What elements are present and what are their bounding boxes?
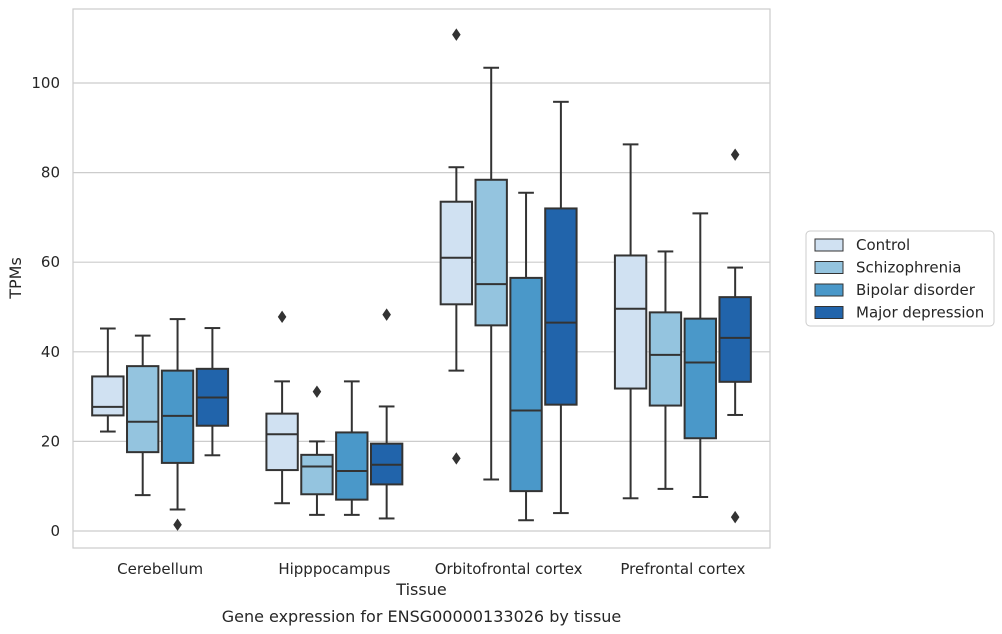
- y-tick-label: 60: [41, 253, 60, 271]
- legend-label: Major depression: [856, 304, 984, 322]
- legend-frame: [805, 230, 995, 327]
- box-body: [648, 311, 683, 407]
- x-tick-label: Orbitofrontal cortex: [435, 560, 583, 578]
- chart-caption: Gene expression for ENSG00000133026 by t…: [222, 607, 622, 626]
- box-major-depression: [544, 100, 578, 515]
- box-control: [265, 310, 299, 505]
- box-body: [126, 365, 160, 454]
- box-control: [613, 143, 648, 500]
- outlier-point: [382, 308, 391, 321]
- outlier-point: [730, 148, 740, 161]
- box-schizophrenia: [126, 334, 160, 497]
- y-axis-ticks: 0 20 40 60 80 100: [31, 74, 60, 540]
- y-tick-label: 0: [50, 522, 60, 540]
- box-body: [439, 200, 474, 306]
- box-control: [439, 28, 474, 465]
- legend-label: Control: [856, 236, 910, 254]
- legend-swatch: [814, 283, 844, 297]
- box-schizophrenia: [648, 250, 683, 490]
- y-tick-label: 80: [41, 164, 60, 182]
- box-schizophrenia: [300, 385, 334, 516]
- box-control: [91, 327, 125, 433]
- box-body: [91, 375, 125, 417]
- y-tick-label: 40: [41, 343, 60, 361]
- outlier-point: [277, 310, 287, 324]
- x-tick-label: Hipppocampus: [278, 560, 390, 578]
- box-schizophrenia: [474, 66, 508, 481]
- box-body: [544, 207, 578, 406]
- box-body: [474, 178, 508, 327]
- x-axis-label: Tissue: [395, 580, 446, 599]
- box-body: [613, 254, 648, 390]
- box-body: [683, 317, 717, 440]
- y-tick-label: 100: [31, 74, 60, 92]
- box-bipolar-disorder: [335, 380, 369, 516]
- x-tick-label: Cerebellum: [117, 560, 203, 578]
- outlier-point: [452, 452, 461, 465]
- box-groups: [91, 28, 752, 531]
- outlier-point: [452, 28, 461, 41]
- box-body: [718, 296, 752, 383]
- y-axis-label: TPMs: [6, 257, 25, 300]
- box-body: [265, 412, 299, 472]
- box-bipolar-disorder: [683, 212, 717, 498]
- box-bipolar-disorder: [160, 318, 195, 531]
- legend-swatch: [814, 261, 844, 274]
- x-axis-ticks: Cerebellum Hipppocampus Orbitofrontal cort…: [117, 560, 745, 578]
- legend-swatch: [814, 306, 844, 319]
- box-major-depression: [195, 327, 230, 457]
- box-body: [509, 276, 543, 493]
- outlier-point: [312, 385, 322, 398]
- outlier-point: [730, 510, 740, 524]
- box-major-depression: [369, 308, 404, 520]
- x-tick-label: Prefrontal cortex: [620, 560, 745, 578]
- box-body: [335, 431, 369, 501]
- box-bipolar-disorder: [509, 191, 543, 522]
- box-body: [300, 453, 334, 496]
- outlier-point: [173, 518, 182, 531]
- legend-swatch: [814, 238, 844, 252]
- box-major-depression: [718, 148, 752, 524]
- legend-label: Bipolar disorder: [856, 281, 976, 299]
- legend-label: Schizophrenia: [856, 259, 961, 277]
- plot-frame: [72, 8, 771, 549]
- legend: Control Schizophrenia Bipolar disorder Majo…: [805, 230, 995, 327]
- y-tick-label: 20: [41, 432, 60, 450]
